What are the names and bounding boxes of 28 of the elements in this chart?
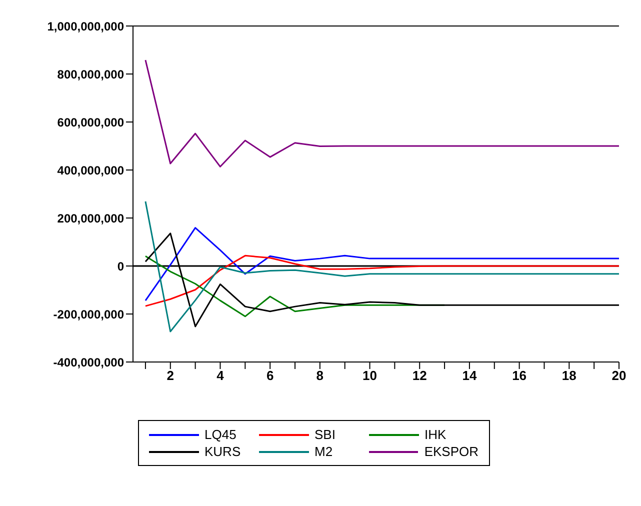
- y-tick-label: 0: [117, 259, 124, 274]
- legend-label: KURS: [204, 444, 241, 459]
- y-tick-label: 600,000,000: [57, 115, 124, 130]
- y-tick-label: 1,000,000,000: [47, 19, 124, 34]
- x-tick-label: 12: [412, 368, 427, 384]
- y-tick-label: 200,000,000: [57, 211, 124, 226]
- x-tick-label: 4: [216, 368, 225, 384]
- x-tick-label: 2: [166, 368, 174, 384]
- x-tick-label: 20: [612, 368, 626, 384]
- y-tick-label: 800,000,000: [57, 67, 124, 82]
- legend-label: IHK: [424, 427, 446, 442]
- x-tick-label: 16: [512, 368, 527, 384]
- legend-label: M2: [314, 444, 333, 459]
- line-series: [144, 59, 619, 168]
- y-tick-label: -400,000,000: [53, 355, 124, 370]
- x-tick-label: 14: [462, 368, 478, 384]
- line-series: [144, 200, 619, 332]
- x-tick-label: 10: [362, 368, 378, 384]
- line-series: [144, 227, 619, 302]
- line-series: [144, 254, 619, 307]
- y-tick-label: 400,000,000: [57, 163, 124, 178]
- y-tick-label: -200,000,000: [53, 307, 124, 322]
- legend-label: LQ45: [204, 427, 236, 442]
- legend-label: EKSPOR: [424, 444, 478, 459]
- x-tick-label: 18: [562, 368, 576, 384]
- x-tick-label: 8: [316, 368, 324, 384]
- legend-label: SBI: [314, 427, 336, 442]
- x-tick-label: 6: [266, 368, 274, 384]
